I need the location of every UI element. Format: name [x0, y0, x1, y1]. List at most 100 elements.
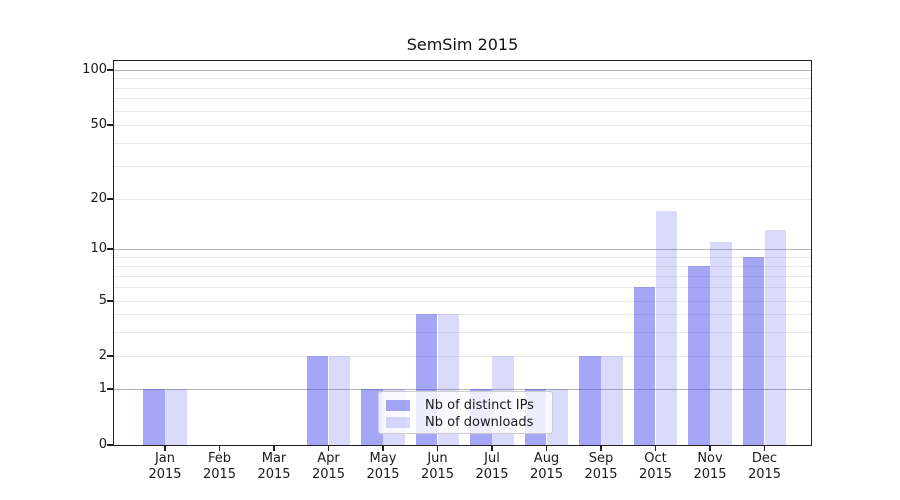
legend-item-distinct-ips: Nb of distinct IPs	[386, 397, 552, 413]
legend: Nb of distinct IPs Nb of downloads	[378, 391, 553, 434]
x-tick-year: 2015	[747, 467, 782, 482]
x-tick-year: 2015	[584, 467, 618, 482]
x-tick-label-sep: Sep 2015	[571, 451, 631, 483]
x-tick-mark	[654, 446, 657, 451]
x-tick-mark	[218, 446, 221, 451]
x-tick-mark	[273, 446, 275, 451]
chart-title: SemSim 2015	[406, 35, 519, 54]
gridline-tick	[113, 301, 812, 302]
x-tick-mark	[545, 446, 548, 451]
y-tick-label: 5	[98, 293, 107, 308]
bar-distinct-ips-sep	[579, 356, 601, 446]
bar-distinct-ips-apr	[306, 356, 329, 446]
gridline-minor	[113, 166, 812, 168]
y-tick-label: 20	[90, 191, 107, 206]
x-tick-mark	[327, 446, 330, 451]
x-tick-mark	[763, 446, 766, 451]
gridline-minor	[113, 110, 812, 112]
gridline-minor	[113, 275, 812, 277]
x-tick-year: 2015	[257, 467, 291, 482]
x-tick-month: Jul	[484, 451, 500, 466]
x-tick-label-dec: Dec 2015	[735, 451, 795, 483]
bar-downloads-apr	[328, 356, 351, 446]
gridline-minor	[113, 314, 812, 316]
legend-label-downloads: Nb of downloads	[425, 414, 534, 430]
x-tick-label-may: May 2015	[353, 451, 413, 483]
x-tick-month: May	[369, 451, 397, 466]
bar-downloads-jan	[165, 389, 187, 446]
y-tick-mark	[106, 300, 113, 302]
x-tick-month: Mar	[261, 451, 287, 466]
gridline-minor	[113, 287, 812, 289]
bar-distinct-ips-nov	[688, 265, 710, 446]
gridline-major	[113, 389, 812, 390]
gridline-minor	[113, 265, 812, 267]
gridline-minor	[113, 143, 812, 145]
y-tick-label: 1	[98, 381, 107, 396]
y-tick-mark	[106, 248, 113, 250]
x-tick-month: Jun	[427, 451, 448, 466]
x-tick-label-nov: Nov 2015	[680, 451, 740, 483]
x-tick-label-jun: Jun 2015	[408, 451, 468, 483]
gridline-major	[113, 249, 812, 250]
plot-gridlines	[113, 60, 812, 446]
bar-downloads-sep	[601, 356, 623, 446]
gridline-minor	[113, 98, 812, 100]
x-tick-mark	[600, 446, 602, 451]
y-tick-mark	[106, 198, 113, 200]
gridline-tick	[113, 356, 812, 357]
x-tick-year: 2015	[420, 467, 455, 482]
bar-distinct-ips-jan	[143, 389, 165, 446]
gridline-minor	[113, 87, 812, 89]
x-tick-month: Jan	[154, 451, 176, 466]
y-tick-label: 10	[90, 241, 107, 256]
x-tick-mark	[436, 446, 439, 451]
bar-distinct-ips-may	[361, 389, 383, 446]
x-tick-year: 2015	[202, 467, 237, 482]
x-tick-month: Dec	[751, 451, 778, 466]
gridline-minor	[113, 78, 812, 80]
x-tick-month: Apr	[317, 451, 340, 466]
y-tick-mark	[106, 69, 113, 71]
x-tick-label-apr: Apr 2015	[299, 451, 359, 483]
gridline-minor	[113, 256, 812, 258]
x-tick-month: Oct	[644, 451, 667, 466]
x-tick-month: Nov	[697, 451, 723, 466]
x-tick-label-aug: Aug 2015	[517, 451, 577, 483]
x-tick-mark	[491, 446, 493, 451]
y-tick-mark	[106, 124, 113, 126]
x-tick-label-oct: Oct 2015	[626, 451, 686, 483]
bar-downloads-oct	[655, 210, 678, 446]
x-tick-month: Sep	[588, 451, 614, 466]
gridline-tick	[113, 199, 812, 200]
y-tick-label: 100	[82, 62, 107, 77]
x-tick-mark	[709, 446, 711, 451]
bar-distinct-ips-oct	[633, 287, 656, 446]
y-tick-label: 0	[98, 437, 107, 452]
y-tick-mark	[106, 388, 113, 390]
x-tick-year: 2015	[311, 467, 346, 482]
x-tick-year: 2015	[148, 467, 182, 482]
legend-swatch-distinct-ips	[386, 399, 410, 411]
x-tick-label-feb: Feb 2015	[190, 451, 250, 483]
x-tick-year: 2015	[529, 467, 564, 482]
bar-downloads-nov	[710, 242, 732, 446]
x-tick-year: 2015	[693, 467, 727, 482]
x-tick-label-jul: Jul 2015	[462, 451, 522, 483]
x-tick-mark	[382, 446, 384, 451]
bar-downloads-dec	[764, 230, 787, 446]
gridline-tick	[113, 125, 812, 126]
x-tick-year: 2015	[475, 467, 509, 482]
y-tick-label: 50	[90, 117, 107, 132]
x-tick-month: Feb	[207, 451, 232, 466]
y-tick-mark	[106, 355, 113, 357]
y-tick-label: 2	[98, 348, 107, 363]
gridline-minor	[113, 331, 812, 333]
x-tick-label-jan: Jan 2015	[135, 451, 195, 483]
gridline-major	[113, 70, 812, 71]
x-tick-mark	[164, 446, 166, 451]
x-tick-year: 2015	[638, 467, 673, 482]
x-tick-label-mar: Mar 2015	[244, 451, 304, 483]
bar-distinct-ips-dec	[742, 256, 765, 446]
